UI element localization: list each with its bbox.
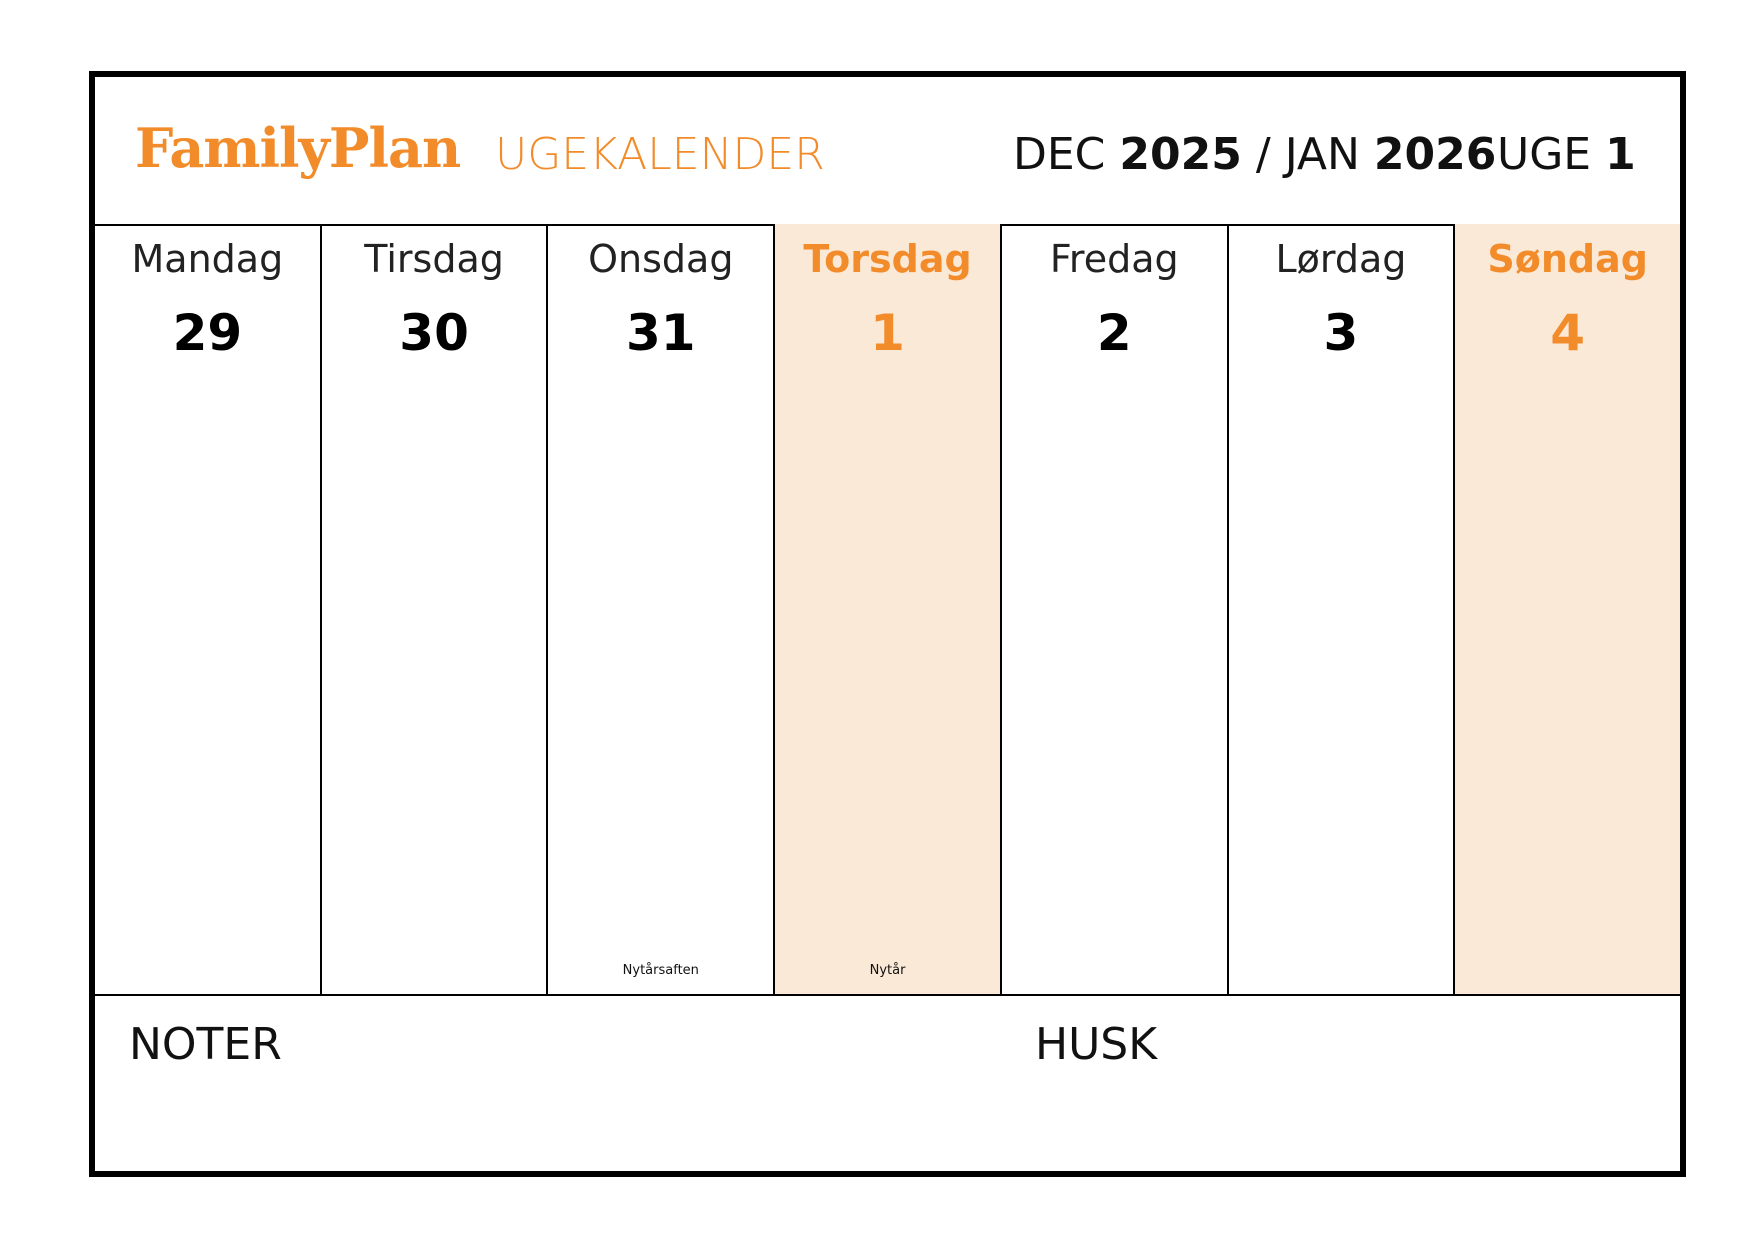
day-column-fredag[interactable]: Fredag 2 [1002,224,1229,994]
day-name: Søndag [1487,237,1648,281]
period-month-to: JAN [1284,129,1360,180]
day-number: 31 [626,304,696,362]
day-number: 3 [1323,304,1359,362]
holiday-label: Nytårsaften [622,963,699,978]
day-name: Fredag [1049,237,1179,281]
day-column-onsdag[interactable]: Onsdag 31 Nytårsaften [548,224,776,994]
period-label: DEC 2025 / JAN 2026 [1013,133,1496,177]
day-number: 2 [1096,304,1132,362]
day-column-mandag[interactable]: Mandag 29 [95,224,322,994]
calendar-subtitle: UGEKALENDER [495,129,825,180]
day-column-lordag[interactable]: Lørdag 3 [1229,224,1456,994]
day-name: Tirsdag [364,237,504,281]
calendar-frame: FamilyPlan UGEKALENDER DEC 2025 / JAN 20… [89,71,1686,1177]
day-number: 29 [172,304,243,362]
day-columns: Mandag 29 Tirsdag 30 Onsdag 31 Nytårsaft… [95,224,1681,996]
brand-logo: FamilyPlan [135,116,461,180]
day-number: 4 [1550,304,1586,362]
week-label: UGE 1 [1497,133,1636,177]
day-column-tirsdag[interactable]: Tirsdag 30 [322,224,549,994]
period-separator: / [1255,129,1271,180]
period-year-from: 2025 [1119,129,1242,180]
day-number: 30 [399,304,469,362]
day-column-sondag[interactable]: Søndag 4 [1455,224,1681,994]
period-month-from: DEC [1013,129,1106,180]
day-name: Mandag [131,237,284,281]
period-year-to: 2026 [1373,129,1497,180]
notes-label: NOTER [129,1019,282,1070]
week-number: 1 [1605,129,1636,180]
day-column-torsdag[interactable]: Torsdag 1 Nytår [775,224,1002,994]
day-name: Torsdag [803,237,972,281]
day-name: Onsdag [588,237,734,281]
holiday-label: Nytår [869,963,906,978]
week-text: UGE [1497,129,1592,180]
day-number: 1 [870,304,905,362]
calendar-header: FamilyPlan UGEKALENDER DEC 2025 / JAN 20… [95,77,1680,226]
remember-label: HUSK [1035,1019,1158,1070]
day-name: Lørdag [1275,237,1407,281]
